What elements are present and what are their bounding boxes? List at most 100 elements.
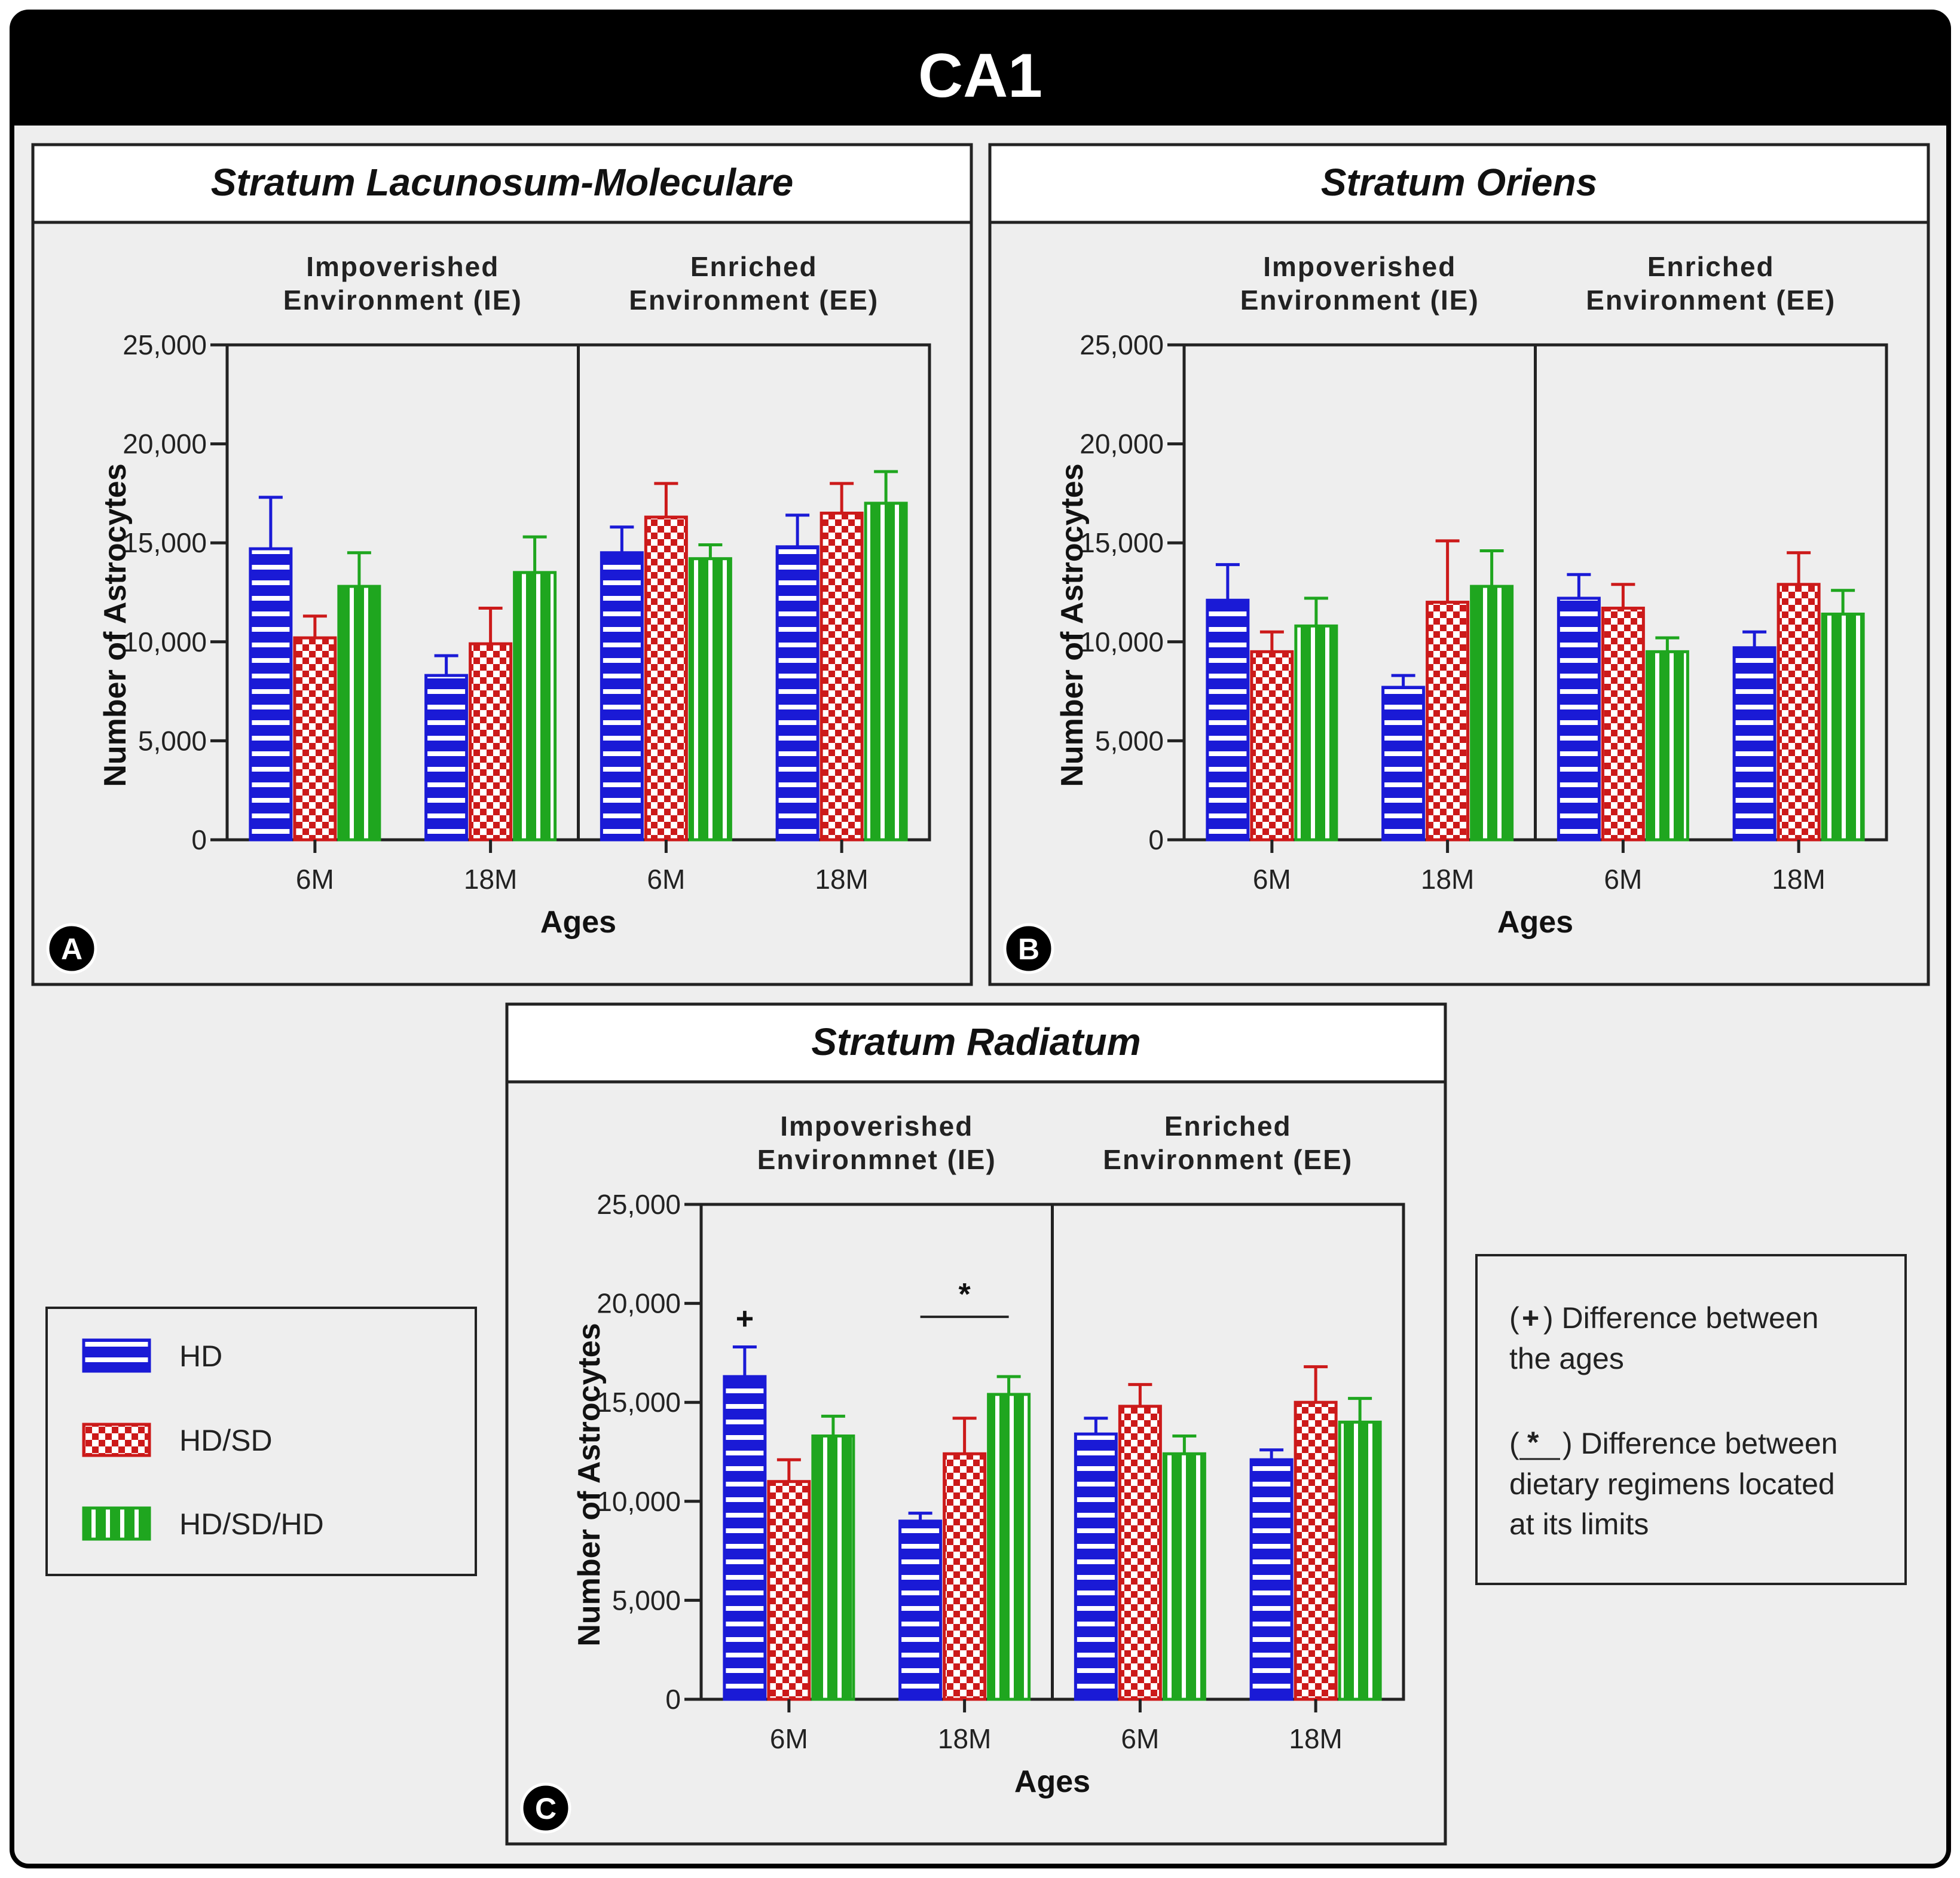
panel-b-xtick-label-1: 18M — [1421, 864, 1474, 895]
legend-label-hdsd: HD/SD — [179, 1424, 273, 1457]
panel-b-xtick-label-3: 18M — [1772, 864, 1825, 895]
panel-b-ytick-label-3: 15,000 — [1080, 527, 1164, 558]
panel-a-bar-hd-2 — [600, 551, 644, 842]
note-plus-line2: the ages — [1509, 1342, 1624, 1375]
panel-b-bar-hdsd-1 — [1426, 601, 1470, 842]
panel-c-ytick-label-1: 5,000 — [612, 1585, 681, 1616]
panel-c-xtick-label-3: 18M — [1289, 1723, 1342, 1754]
legend-swatch-hdsdhd — [82, 1506, 151, 1541]
panel-c-bar-hdsd-0 — [767, 1480, 811, 1701]
legend-item-hdsdhd: HD/SD/HD — [82, 1506, 324, 1541]
panel-b-bar-hd-2 — [1557, 597, 1601, 842]
panel-b-ytick-label-4: 20,000 — [1080, 429, 1164, 460]
note-star-line3: at its limits — [1509, 1507, 1649, 1541]
panel-c-bar-hd-3 — [1249, 1458, 1294, 1701]
note-star-open: ( — [1509, 1427, 1519, 1460]
legend-label-hdsdhd: HD/SD/HD — [179, 1507, 324, 1541]
panel-b-bar-hd-3 — [1732, 646, 1776, 842]
panel-c-xtick-label-0: 6M — [770, 1723, 808, 1754]
panel-a-ytick-label-5: 25,000 — [123, 329, 207, 360]
panel-c-bar-hdsd-1 — [943, 1452, 987, 1701]
chart-c: Stratum Radiatum ImpoverishedEnvironmnet … — [520, 1020, 1405, 1834]
panel-a-ytick-label-2: 10,000 — [123, 626, 207, 657]
panel-c-bar-hdsd-2 — [1118, 1405, 1162, 1701]
legend-swatch-hdsd — [82, 1423, 151, 1457]
panel-c-bar-hd-0 — [723, 1375, 767, 1701]
panel-c-ytick-label-0: 0 — [665, 1684, 681, 1715]
panel-c-ytick-label-5: 25,000 — [597, 1189, 681, 1220]
figure-title: CA1 — [918, 41, 1042, 111]
panel-b-badge — [1003, 923, 1054, 974]
panel-b-bar-hdsd-2 — [1601, 606, 1645, 842]
panel-a-ytick-label-1: 5,000 — [138, 725, 207, 756]
panel-b-group-label-1-0: Enriched — [1647, 251, 1775, 282]
panel-c-bar-hd-1 — [898, 1519, 943, 1701]
panel-a-ytick-label-0: 0 — [191, 824, 207, 855]
panel-a-badge-letter: A — [61, 932, 82, 966]
chart-a: Stratum Lacunosum-Moleculare Impoverished… — [46, 161, 931, 974]
figure-header — [12, 12, 1949, 126]
panel-a-bar-hdsdhd-2 — [688, 557, 732, 842]
panel-a-bar-hdsdhd-3 — [864, 501, 908, 842]
panel-c-badge-letter: C — [535, 1792, 556, 1825]
note-plus-symbol: + — [1522, 1301, 1539, 1335]
panel-b-group-label-1-1: Environment (EE) — [1586, 285, 1836, 316]
panel-b-bar-hdsdhd-2 — [1645, 650, 1689, 842]
note-star: ( * ) Difference between dietary regimen… — [1509, 1426, 1837, 1541]
panel-a-xtick-label-3: 18M — [815, 864, 868, 895]
panel-c-frame — [505, 1002, 1447, 1846]
panel-a-bar-hdsdhd-0 — [337, 585, 381, 842]
panel-b-bar-hdsdhd-0 — [1294, 624, 1338, 842]
panel-c-title: Stratum Radiatum — [811, 1020, 1140, 1063]
legend-swatch-hd — [82, 1338, 151, 1373]
panel-a-ylabel: Number of Astrocytes — [98, 463, 133, 787]
panel-b-frame — [988, 143, 1930, 986]
panel-b-bar-hd-0 — [1206, 598, 1250, 842]
panel-c-bar-hd-2 — [1074, 1432, 1118, 1701]
note-star-symbol: * — [1527, 1426, 1539, 1459]
panel-a-group-label-0-1: Environment (IE) — [283, 285, 522, 316]
panel-b-bar-hd-1 — [1381, 686, 1426, 842]
panel-b-ytick-label-5: 25,000 — [1080, 329, 1164, 360]
legend-item-hd: HD — [82, 1338, 222, 1373]
panel-b-group-label-0-1: Environment (IE) — [1240, 285, 1479, 316]
panel-a-group-label-1-0: Enriched — [690, 251, 818, 282]
panel-c-ytick-label-2: 10,000 — [597, 1486, 681, 1517]
note-plus-line1: ) Difference between — [1543, 1301, 1818, 1335]
panel-a-xtick-label-0: 6M — [296, 864, 334, 895]
note-star-line2: dietary regimens located — [1509, 1467, 1835, 1501]
panel-a-bar-hd-3 — [775, 545, 820, 842]
panel-a-ytick-label-4: 20,000 — [123, 429, 207, 460]
note-plus-open: ( — [1509, 1301, 1519, 1335]
panel-b-xlabel: Ages — [1497, 905, 1573, 940]
panel-a-xlabel: Ages — [540, 905, 616, 940]
panel-b-xtick-label-2: 6M — [1604, 864, 1642, 895]
panel-a-xtick-label-1: 18M — [464, 864, 517, 895]
panel-c-group-label-1-1: Environment (EE) — [1103, 1144, 1353, 1175]
panel-a-bar-hd-0 — [249, 547, 293, 842]
notes-box — [1475, 1254, 1907, 1585]
panel-c-bar-hdsdhd-3 — [1338, 1420, 1382, 1701]
panel-a-group-label-0-0: Impoverished — [306, 251, 499, 282]
panel-a-ytick-label-3: 15,000 — [123, 527, 207, 558]
legend-label-hd: HD — [179, 1339, 222, 1373]
panel-b-bar-hdsd-3 — [1776, 583, 1821, 842]
note-star-line1: ) Difference between — [1563, 1427, 1837, 1460]
panel-c-sig-symbol-0: + — [736, 1301, 754, 1336]
panel-c-ytick-label-3: 15,000 — [597, 1387, 681, 1418]
panel-b-bar-hdsdhd-3 — [1821, 612, 1865, 842]
panel-a-bar-hd-1 — [424, 674, 469, 842]
legend-item-hdsd: HD/SD — [82, 1423, 273, 1457]
panel-b-badge-letter: B — [1018, 932, 1039, 966]
panel-a-bar-hdsd-2 — [644, 515, 688, 842]
panel-c-bar-hdsdhd-2 — [1162, 1452, 1206, 1701]
panel-c-xtick-label-2: 6M — [1121, 1723, 1159, 1754]
panel-c-sig-symbol-1: * — [959, 1277, 971, 1312]
panel-a-bar-hdsd-1 — [469, 642, 513, 842]
panel-b-group-label-0-0: Impoverished — [1263, 251, 1456, 282]
panel-b-ytick-label-2: 10,000 — [1080, 626, 1164, 657]
panel-a-bar-hdsd-3 — [820, 512, 864, 842]
panel-a-bar-hdsd-0 — [293, 636, 337, 842]
